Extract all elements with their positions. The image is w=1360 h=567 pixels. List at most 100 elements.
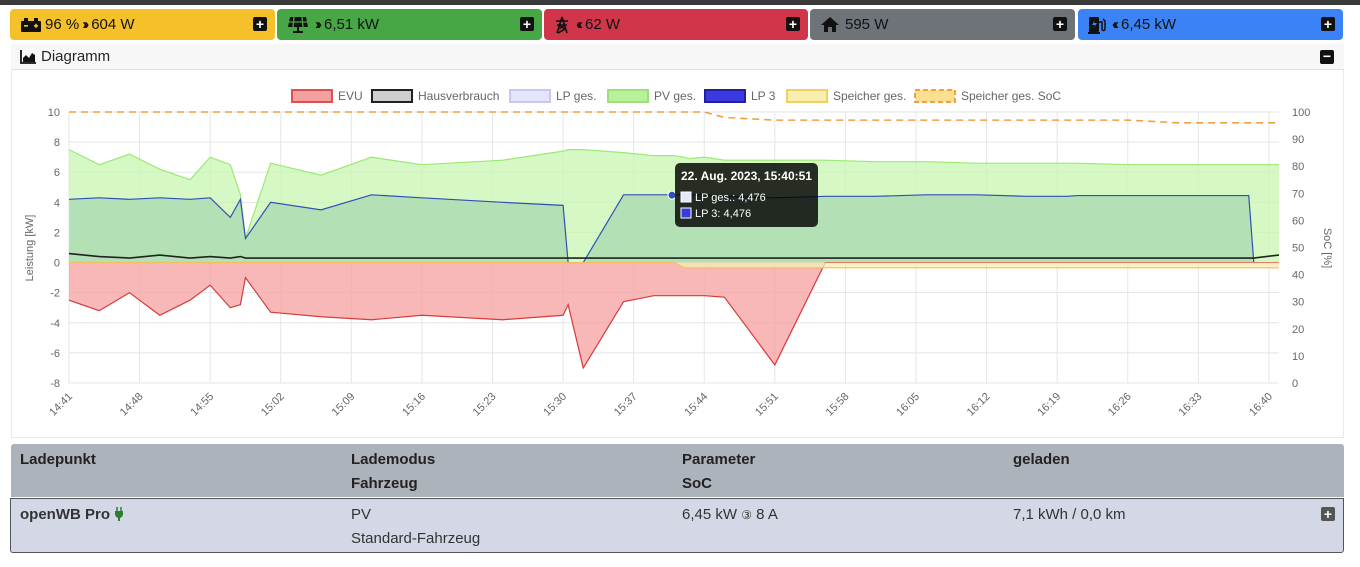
header-ladepunkt: Ladepunkt — [20, 451, 96, 468]
speicher-area — [69, 262, 1279, 268]
house-status-button[interactable]: 595 W + — [810, 9, 1075, 40]
chevron-right-icon: ›› — [315, 16, 322, 33]
legend-swatch — [914, 89, 956, 103]
house-icon — [820, 16, 840, 33]
charged-amount: 7,1 kWh / 0,0 km — [1013, 506, 1126, 523]
expand-icon[interactable]: + — [786, 17, 800, 31]
chevron-left-icon: ‹‹ — [576, 16, 583, 33]
diagram-header: Diagramm − — [11, 44, 1344, 70]
power-chart: EVU Hausverbrauch LP ges. PV ges. LP 3 Speich… — [24, 89, 1333, 419]
y2-tick-label: 60 — [1292, 215, 1304, 227]
battery-status-button[interactable]: 96 % ›› 604 W + — [10, 9, 275, 40]
soc-line — [69, 111, 1279, 124]
pv-line — [68, 149, 1279, 239]
y-tick-label: -8 — [50, 378, 60, 390]
legend-swatch — [509, 89, 551, 103]
legend-swatch — [371, 89, 413, 103]
y-tick-label: -2 — [50, 288, 60, 300]
y-tick-label: 8 — [54, 137, 60, 149]
y-tick-label: -6 — [50, 348, 60, 360]
x-tick-label: 15:44 — [682, 391, 710, 419]
grid-power: 62 W — [585, 16, 621, 33]
legend-label: Hausverbrauch — [418, 89, 499, 103]
legend-swatch — [291, 89, 333, 103]
legend-label: Speicher ges. — [833, 89, 906, 103]
legend-label: EVU — [338, 89, 363, 103]
expand-icon[interactable]: + — [520, 17, 534, 31]
tooltip-swatch — [680, 207, 692, 219]
legend-swatch — [607, 89, 649, 103]
chart-legend: EVU Hausverbrauch LP ges. PV ges. LP 3 Speich… — [291, 89, 1061, 103]
charging-power: 6,45 kW — [1121, 16, 1177, 33]
y2-tick-label: 20 — [1292, 324, 1304, 336]
legend-label: Speicher ges. SoC — [961, 89, 1061, 103]
phase-icon: ③ — [741, 508, 752, 522]
x-tick-label: 15:02 — [259, 391, 287, 419]
tooltip-swatch — [680, 191, 692, 203]
legend-swatch — [704, 89, 746, 103]
chevron-right-icon: ›› — [82, 16, 89, 33]
header-soc: SoC — [682, 475, 712, 492]
pv-status-button[interactable]: ›› 6,51 kW + — [277, 9, 542, 40]
y2-tick-label: 90 — [1292, 134, 1304, 146]
chart-series — [68, 111, 1280, 370]
expand-icon[interactable]: + — [1321, 17, 1335, 31]
grid-status-button[interactable]: ‹‹ 62 W + — [544, 9, 808, 40]
x-tick-label: 16:26 — [1106, 391, 1134, 419]
y2-tick-label: 40 — [1292, 270, 1304, 282]
y-axis-title: Leistung [kW] — [24, 215, 36, 282]
y-tick-label: 10 — [48, 107, 60, 119]
tooltip-box — [675, 163, 818, 227]
speicher-line — [69, 261, 1279, 269]
expand-icon[interactable]: + — [1321, 507, 1335, 521]
y2-tick-label: 80 — [1292, 161, 1304, 173]
x-tick-label: 15:58 — [824, 391, 852, 419]
header-geladen: geladen — [1013, 451, 1070, 468]
chevron-left-icon: ‹‹ — [1112, 16, 1119, 33]
collapse-icon[interactable]: − — [1320, 49, 1334, 64]
x-tick-label: 16:40 — [1247, 391, 1275, 419]
pv-power: 6,51 kW — [324, 16, 380, 33]
legend-swatch — [786, 89, 828, 103]
y2-tick-label: 10 — [1292, 351, 1304, 363]
top-border — [0, 0, 1360, 5]
vehicle-name: Standard-Fahrzeug — [351, 530, 481, 547]
y-tick-label: 6 — [54, 167, 60, 179]
legend-label: PV ges. — [654, 89, 696, 103]
legend-label: LP 3 — [751, 89, 776, 103]
y-tick-label: 2 — [54, 227, 60, 239]
charging-station-icon — [1088, 16, 1106, 34]
chargepoint-row[interactable]: openWB Pro PV Standard-Fahrzeug 6,45 kW … — [10, 498, 1344, 553]
charge-parameter: 6,45 kW ③ 8 A — [682, 506, 778, 523]
x-tick-label: 14:55 — [188, 391, 216, 419]
battery-icon — [20, 17, 42, 33]
y-tick-label: 0 — [54, 258, 60, 270]
y2-tick-label: 100 — [1292, 107, 1310, 119]
expand-icon[interactable]: + — [1053, 17, 1067, 31]
header-parameter: Parameter — [682, 451, 756, 468]
chargepoint-table-header: Ladepunkt Lademodus Fahrzeug Parameter S… — [11, 444, 1344, 497]
x-tick-label: 14:48 — [118, 391, 146, 419]
lp3-line — [68, 194, 1279, 264]
x-tick-label: 16:19 — [1035, 391, 1063, 419]
x-tick-label: 16:05 — [894, 391, 922, 419]
chart-tooltip: 22. Aug. 2023, 15:40:51 LP ges.: 4,476 LP … — [667, 163, 818, 227]
solar-panel-icon — [287, 16, 309, 33]
evu-area — [69, 262, 1279, 368]
expand-icon[interactable]: + — [253, 17, 267, 31]
tooltip-line: LP ges.: 4,476 — [695, 192, 766, 204]
lp3-area — [69, 194, 1279, 263]
battery-power: 604 W — [91, 16, 135, 33]
haus-line — [68, 252, 1280, 259]
y-tick-label: -4 — [50, 318, 60, 330]
y2-tick-label: 70 — [1292, 188, 1304, 200]
x-tick-label: 14:41 — [47, 391, 75, 419]
y-tick-label: 4 — [54, 197, 60, 209]
charging-status-button[interactable]: ‹‹ 6,45 kW + — [1078, 9, 1343, 40]
y2-tick-label: 0 — [1292, 378, 1298, 390]
plug-icon — [114, 507, 124, 525]
tooltip-title: 22. Aug. 2023, 15:40:51 — [681, 169, 812, 183]
chargepoint-name: openWB Pro — [20, 506, 124, 525]
charge-mode: PV — [351, 506, 372, 523]
evu-line — [68, 261, 1279, 370]
